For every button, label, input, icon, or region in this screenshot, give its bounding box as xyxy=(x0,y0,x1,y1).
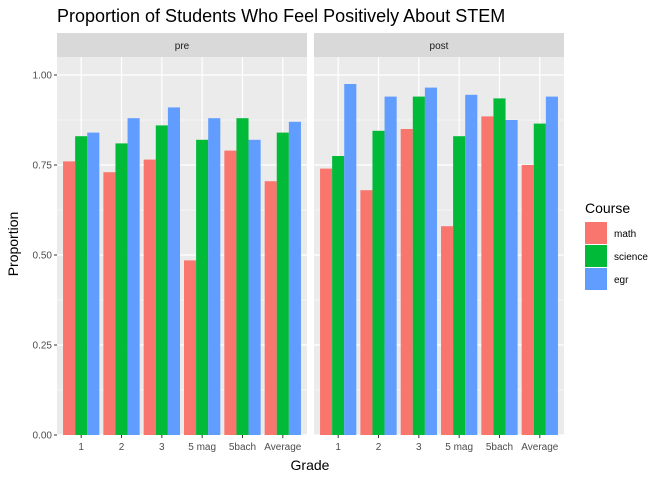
bar-post-math-3 xyxy=(400,129,413,435)
y-tick-label: 0.50 xyxy=(33,251,53,262)
x-tick-label: 2 xyxy=(119,442,125,453)
bar-pre-egr-Average xyxy=(288,121,301,436)
facets-layer: pre 1 2 3 5 mag 5bach Average post 1 2 3 5 mag 5bach… xyxy=(33,33,564,453)
legend-entry-math: math xyxy=(614,229,636,240)
bar-pre-science-5-mag xyxy=(196,139,209,436)
bar-pre-science-5bach xyxy=(236,118,249,435)
bar-pre-egr-5bach xyxy=(248,139,261,436)
chart-title: Proportion of Students Who Feel Positive… xyxy=(57,6,505,26)
bar-post-math-5bach xyxy=(481,116,494,436)
bar-post-science-2 xyxy=(372,130,385,436)
bar-post-math-1 xyxy=(320,168,333,435)
y-tick-label: 0.00 xyxy=(33,431,53,442)
x-tick-label: 1 xyxy=(335,442,341,453)
x-tick-label: 5 mag xyxy=(445,442,473,453)
x-tick-label: 3 xyxy=(159,442,165,453)
facet-strip xyxy=(314,33,564,57)
bar-post-science-1 xyxy=(332,156,345,435)
bar-pre-math-5-mag xyxy=(184,260,197,435)
facet-label: pre xyxy=(175,41,190,52)
bar-pre-science-1 xyxy=(75,136,88,435)
bar-pre-science-Average xyxy=(276,132,289,435)
bar-pre-math-5bach xyxy=(224,150,237,435)
legend-swatch-egr xyxy=(585,268,607,290)
facet-strip xyxy=(57,33,307,57)
x-tick-label: 1 xyxy=(78,442,84,453)
x-tick-label: 5bach xyxy=(229,442,256,453)
x-tick-label: Average xyxy=(264,442,302,453)
bar-post-math-2 xyxy=(360,190,373,435)
facet-panel-pre: pre 1 2 3 5 mag 5bach Average xyxy=(57,33,307,453)
bar-pre-egr-2 xyxy=(127,118,140,435)
bar-post-egr-2 xyxy=(384,96,397,435)
bar-pre-math-2 xyxy=(103,172,116,435)
bar-post-egr-3 xyxy=(424,87,437,435)
y-axis-label: Proportion xyxy=(5,212,21,277)
legend-swatch-math xyxy=(585,222,607,244)
bar-post-science-5bach xyxy=(493,98,506,436)
x-axis-label: Grade xyxy=(291,457,330,473)
bar-post-egr-1 xyxy=(344,84,357,435)
legend-entry-egr: egr xyxy=(614,275,629,286)
facet-panel-post: post 1 2 3 5 mag 5bach Average xyxy=(314,33,564,453)
x-tick-label: 5 mag xyxy=(188,442,216,453)
x-tick-label: Average xyxy=(521,442,559,453)
x-tick-label: 2 xyxy=(376,442,382,453)
legend: Course math science egr xyxy=(585,200,648,290)
bar-post-science-Average xyxy=(533,123,546,435)
x-tick-label: 5bach xyxy=(486,442,513,453)
facet-label: post xyxy=(430,41,449,52)
bar-pre-science-2 xyxy=(115,143,128,435)
bar-pre-egr-5-mag xyxy=(208,118,221,435)
bar-post-egr-Average xyxy=(545,96,558,435)
y-tick-label: 0.75 xyxy=(33,161,53,172)
y-tick-label: 0.25 xyxy=(33,341,53,352)
bar-post-math-Average xyxy=(521,165,534,435)
bar-pre-math-1 xyxy=(63,161,76,435)
bar-pre-egr-3 xyxy=(167,107,180,436)
y-tick-label: 1.00 xyxy=(33,71,53,82)
bar-post-science-3 xyxy=(412,96,425,435)
bar-post-egr-5bach xyxy=(505,120,518,435)
bar-post-math-5-mag xyxy=(441,226,454,435)
bar-pre-math-3 xyxy=(143,159,156,435)
bar-post-science-5-mag xyxy=(453,136,466,435)
legend-entry-science: science xyxy=(614,252,648,263)
legend-swatch-science xyxy=(585,245,607,267)
x-tick-label: 3 xyxy=(416,442,422,453)
bar-pre-math-Average xyxy=(264,181,277,435)
bar-pre-science-3 xyxy=(155,125,168,436)
bar-pre-egr-1 xyxy=(87,132,100,435)
bar-post-egr-5-mag xyxy=(465,94,478,436)
legend-title: Course xyxy=(585,200,630,216)
